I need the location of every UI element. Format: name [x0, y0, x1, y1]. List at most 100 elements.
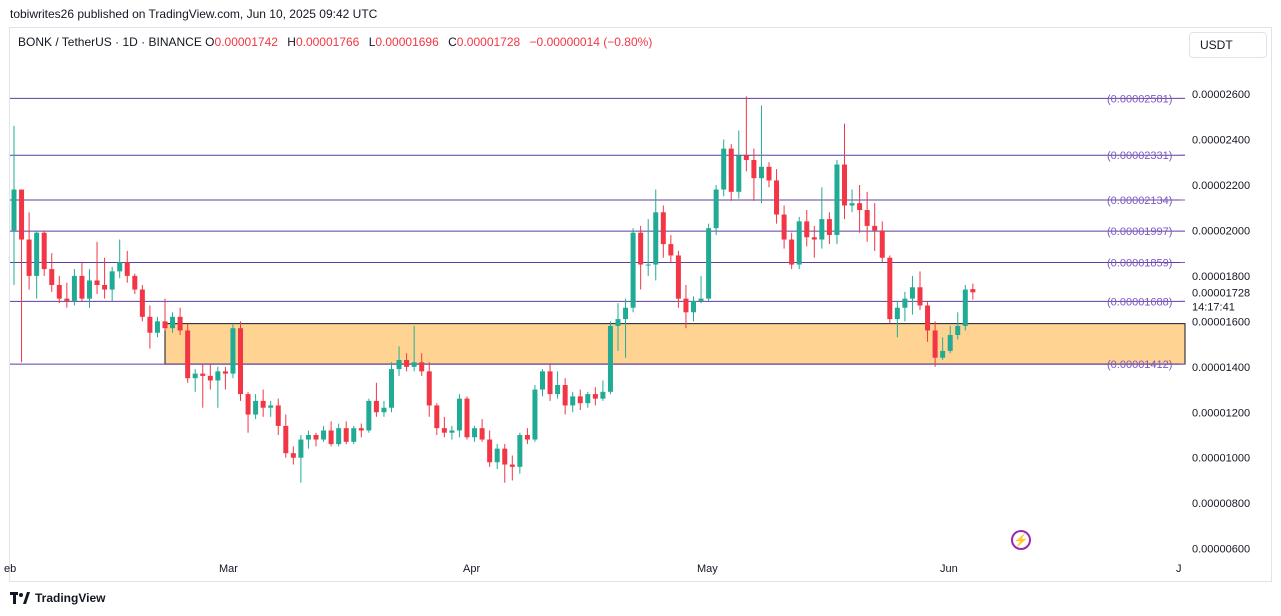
candle-body [887, 257, 893, 320]
candle-body [698, 298, 704, 301]
candle-body [479, 428, 485, 440]
candle-body [766, 166, 772, 181]
symbol-name[interactable]: BONK / TetherUS · 1D · BINANCE [18, 35, 202, 49]
candle-body [313, 435, 319, 440]
candle-body [955, 325, 961, 335]
countdown-label: 14:17:41 [1192, 301, 1235, 313]
open-value: 0.00001742 [214, 35, 278, 49]
x-tick-label: Jun [940, 563, 958, 575]
footer-brand: TradingView [35, 591, 106, 605]
symbol-legend: BONK / TetherUS · 1D · BINANCE O0.000017… [18, 35, 658, 49]
candle-body [185, 330, 191, 379]
change-value: −0.00000014 (−0.80%) [529, 35, 653, 49]
candle-body [547, 371, 553, 395]
y-tick-label: 0.00001600 [1192, 316, 1250, 328]
candle-body [238, 328, 243, 395]
candle-body [11, 189, 17, 231]
candle-body [660, 212, 666, 245]
candle-body [774, 180, 780, 215]
candle-body [268, 405, 274, 408]
candle-body [925, 305, 931, 331]
candle-body [879, 230, 885, 258]
candle-body [49, 269, 55, 285]
candle-body [373, 400, 379, 413]
candle-body [970, 289, 976, 293]
y-tick-label: 0.00001400 [1192, 362, 1250, 374]
candle-body [894, 307, 900, 320]
candle-body [917, 287, 923, 306]
y-tick-label: 0.00000800 [1192, 498, 1250, 510]
candle-body [607, 325, 613, 392]
y-tick-label: 0.00002000 [1192, 225, 1250, 237]
candle-body [857, 203, 863, 210]
y-tick-label: 0.00001800 [1192, 271, 1250, 283]
candle-body [192, 373, 198, 379]
candle-body [834, 164, 840, 235]
candle-body [615, 319, 621, 326]
candle-body [487, 439, 493, 463]
tradingview-logo-icon [10, 592, 30, 604]
candle-body [728, 148, 734, 192]
candle-body [940, 350, 946, 358]
x-tick-label: May [697, 563, 718, 575]
candle-body [102, 285, 108, 290]
candle-body [592, 394, 598, 399]
candle-body [351, 428, 357, 442]
candle-body [826, 219, 832, 235]
level-label: (0.00002331) [1107, 150, 1172, 162]
candle-body [796, 221, 802, 265]
candle-body [147, 316, 153, 333]
candle-body [336, 428, 342, 445]
candle-body [64, 298, 70, 301]
candle-body [962, 289, 968, 326]
candle-body [932, 330, 938, 358]
candle-body [849, 203, 855, 206]
candle-body [328, 430, 334, 445]
publish-info: tobiwrites26 published on TradingView.co… [10, 7, 378, 21]
candle-body [758, 166, 764, 179]
candle-body [275, 405, 281, 426]
candle-body [577, 396, 583, 404]
chart-panel [9, 27, 1272, 582]
candle-body [298, 439, 304, 458]
candle-body [230, 328, 236, 374]
x-tick-label: Apr [463, 563, 480, 575]
candle-body [411, 362, 417, 367]
candle-body [41, 232, 47, 270]
candle-body [290, 453, 296, 458]
candle-body [404, 360, 410, 367]
candle-body [570, 396, 576, 406]
candle-body [34, 232, 40, 276]
candle-body [117, 262, 123, 272]
low-value: 0.00001696 [375, 35, 439, 49]
candle-body [706, 228, 712, 299]
candle-body [909, 287, 915, 299]
high-value: 0.00001766 [295, 35, 360, 49]
candle-body [872, 225, 878, 231]
candle-body [540, 371, 545, 390]
level-label: (0.00001412) [1107, 359, 1172, 371]
candle-body [509, 464, 515, 467]
candle-body [645, 264, 651, 266]
candle-body [245, 394, 251, 415]
tradingview-logo: TradingView [10, 591, 105, 605]
candle-body [283, 425, 289, 454]
candle-body [389, 369, 394, 408]
candle-body [902, 298, 908, 308]
currency-selector[interactable]: USDT [1189, 32, 1267, 58]
low-label: L [368, 35, 376, 49]
candle-body [517, 435, 523, 467]
candle-body [441, 428, 447, 433]
candle-body [532, 389, 538, 440]
open-label: O [205, 35, 215, 49]
candle-body [653, 212, 659, 265]
candle-body [638, 232, 644, 265]
close-value: 0.00001728 [456, 35, 521, 49]
candle-body [713, 189, 719, 229]
candle-body [449, 430, 455, 433]
candle-body [675, 255, 681, 299]
candle-body [215, 371, 221, 381]
lightning-icon[interactable]: ⚡ [1011, 530, 1031, 550]
candle-body [524, 435, 530, 440]
